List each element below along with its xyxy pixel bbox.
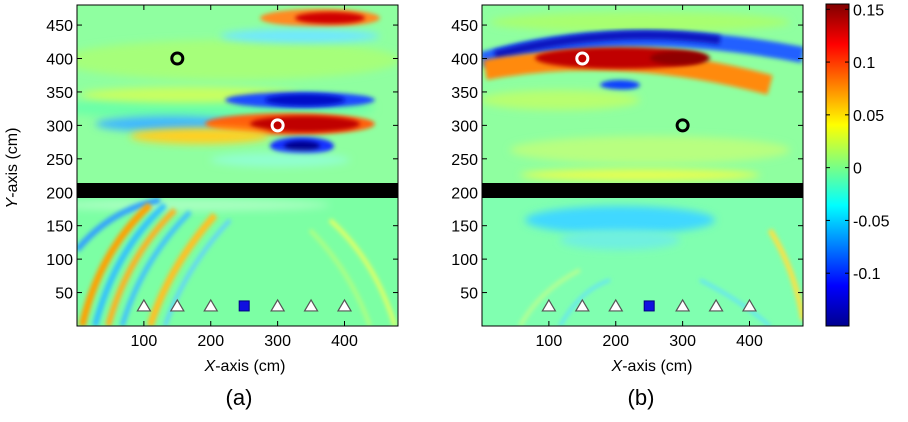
- panel-a-y-tick-label: 250: [46, 152, 73, 169]
- source-square-marker: [643, 300, 655, 312]
- panel-b-ticks: 100 200 300 400 50 100 150 200 250 300 350 400 450: [451, 5, 803, 350]
- sensor-triangle-marker: [203, 298, 219, 312]
- colorbar-tick-label: 0.15: [853, 2, 884, 19]
- panel-b-y-tick-label: 150: [451, 219, 478, 236]
- panel-a-ticks: 100 200 300 400 50 100 150 200 250 300 350 400 450: [46, 5, 398, 350]
- panel-b-wall-band: [482, 183, 803, 198]
- panel-a-y-tick-label: 200: [46, 185, 73, 202]
- sensor-triangle-marker: [608, 298, 624, 312]
- sensor-triangle-marker: [541, 298, 557, 312]
- panel-b-y-tick-label: 200: [451, 185, 478, 202]
- panel-b-y-tick-label: 400: [451, 52, 478, 69]
- colorbar: 0.15 0.1 0.05 0 -0.05 -0.1: [825, 2, 890, 327]
- panel-a-frame: [76, 4, 399, 327]
- panel-a: 100 200 300 400 50 100 150 200 250 300 350 400 450 X…: [4, 4, 399, 410]
- panel-a-x-tick-label: 200: [197, 333, 224, 350]
- panel-a-x-tick-label: 400: [331, 333, 358, 350]
- panel-b-x-tick-label: 300: [669, 333, 696, 350]
- panel-a-x-axis-label: X-axis (cm): [204, 358, 286, 375]
- source-square-marker: [238, 300, 250, 312]
- colorbar-ticks: 0.15 0.1 0.05 0 -0.05 -0.1: [826, 2, 890, 283]
- panel-b-markers: [541, 51, 758, 312]
- colorbar-tick-label: -0.1: [853, 266, 881, 283]
- panel-a-y-tick-label: 450: [46, 18, 73, 35]
- sensor-triangle-marker: [270, 298, 286, 312]
- sensor-triangle-marker: [169, 298, 185, 312]
- panel-b-x-tick-label: 200: [602, 333, 629, 350]
- panel-a-y-tick-label: 100: [46, 252, 73, 269]
- panel-a-x-tick-label: 300: [264, 333, 291, 350]
- panel-a-y-tick-label: 50: [55, 286, 73, 303]
- panel-b-y-tick-label: 300: [451, 118, 478, 135]
- panel-b: 100 200 300 400 50 100 150 200 250 300 350 400 450 X…: [451, 4, 804, 410]
- colorbar-tick-label: 0.1: [853, 55, 875, 72]
- panel-a-markers: [136, 51, 353, 312]
- colorbar-gradient: [825, 3, 850, 327]
- panel-b-y-tick-label: 100: [451, 252, 478, 269]
- sensor-triangle-marker: [741, 298, 758, 312]
- sensor-triangle-marker: [708, 298, 724, 312]
- panel-a-y-tick-label: 350: [46, 85, 73, 102]
- sensor-triangle-marker: [136, 298, 152, 312]
- sensor-triangle-marker: [336, 298, 353, 312]
- sensor-triangle-marker: [303, 298, 319, 312]
- panel-b-frame: [481, 4, 804, 327]
- panel-b-y-tick-label: 350: [451, 85, 478, 102]
- colorbar-tick-label: 0: [853, 161, 862, 178]
- target-black-circle-marker: [675, 118, 690, 133]
- colorbar-tick-label: 0.05: [853, 108, 884, 125]
- panel-a-wall-band: [77, 183, 398, 198]
- sensor-triangle-marker: [574, 298, 590, 312]
- panel-b-y-tick-label: 50: [460, 286, 478, 303]
- target-black-circle-marker: [170, 51, 185, 66]
- panel-a-y-axis-label: Y-axis (cm): [4, 128, 21, 209]
- panel-a-x-tick-label: 100: [131, 333, 158, 350]
- panel-b-x-tick-label: 400: [736, 333, 763, 350]
- colorbar-tick-label: -0.05: [853, 213, 890, 230]
- panel-a-caption: (a): [226, 385, 253, 410]
- target-white-circle-marker: [270, 118, 285, 133]
- panel-b-y-tick-label: 450: [451, 18, 478, 35]
- panel-a-y-tick-label: 300: [46, 118, 73, 135]
- panel-a-y-tick-label: 150: [46, 219, 73, 236]
- target-white-circle-marker: [575, 51, 590, 66]
- panel-b-caption: (b): [628, 385, 655, 410]
- sensor-triangle-marker: [675, 298, 691, 312]
- panel-a-y-tick-label: 400: [46, 52, 73, 69]
- panel-a-field: [77, 9, 398, 326]
- panel-b-y-tick-label: 250: [451, 152, 478, 169]
- panel-b-x-axis-label: X-axis (cm): [611, 358, 693, 375]
- panel-b-x-tick-label: 100: [536, 333, 563, 350]
- panel-b-field: [482, 12, 803, 326]
